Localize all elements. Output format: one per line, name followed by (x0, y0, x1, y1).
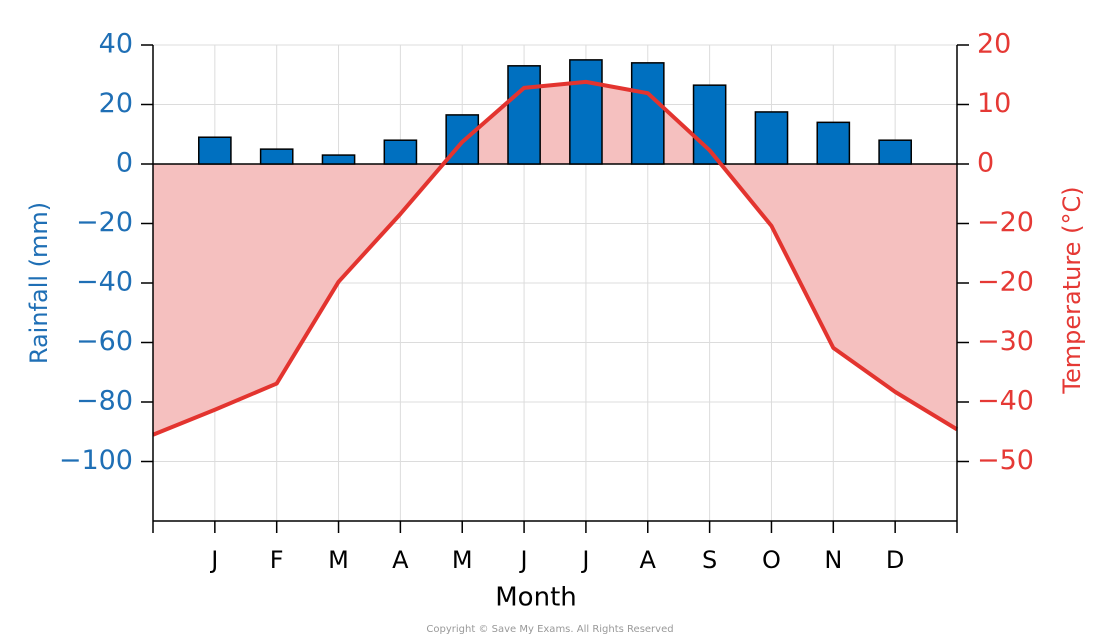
y-tick-label: 40 (99, 29, 133, 60)
x-tick-label: S (702, 546, 717, 574)
y2-tick-label: 20 (977, 29, 1011, 60)
bar (507, 65, 541, 165)
x-tick-label: A (640, 546, 657, 574)
y-tick-label: −40 (76, 267, 133, 298)
x-tick-label: J (519, 546, 528, 574)
y2-tick-label: −20 (977, 267, 1034, 298)
y-tick-label: −20 (76, 207, 133, 238)
area (153, 81, 957, 435)
y2-tick-label: −30 (977, 326, 1034, 357)
x-tick-label: M (452, 546, 473, 574)
x-axis-title: Month (495, 583, 577, 613)
line (152, 79, 959, 437)
x-tick-label: F (270, 546, 284, 574)
y-tick-label: 20 (99, 88, 133, 119)
footer: Copyright © Save My Exams. All Rights Re… (426, 624, 673, 635)
y2-axis-title: Temperature (°C) (1058, 186, 1086, 394)
x-tick-label: M (328, 546, 349, 574)
x-tick-label: N (824, 546, 842, 574)
y-tick-label: −80 (76, 386, 133, 417)
bar (259, 148, 294, 165)
bar (816, 121, 851, 165)
bar (383, 139, 418, 165)
bar (198, 136, 232, 165)
x-tick-label: D (886, 546, 904, 574)
bar (630, 62, 665, 165)
x-tick-label: J (209, 546, 218, 574)
y2-tick-label: −40 (977, 386, 1034, 417)
y-tick-label: −100 (59, 445, 133, 476)
y-tick-label: −60 (76, 326, 133, 357)
bar (692, 84, 727, 165)
y2-tick-label: −20 (977, 207, 1034, 238)
bar (878, 139, 912, 165)
y2-tick-label: −50 (977, 445, 1034, 476)
bar (754, 111, 789, 165)
x-tick-label: A (392, 546, 409, 574)
bar (321, 154, 356, 165)
x-tick-label: J (580, 546, 589, 574)
y2-tick-label: 10 (977, 88, 1011, 119)
y-axis-title: Rainfall (mm) (25, 202, 53, 364)
y2-tick-label: 0 (977, 148, 994, 179)
bar (569, 59, 603, 165)
x-tick-label: O (762, 546, 781, 574)
y-tick-label: 0 (116, 148, 133, 179)
